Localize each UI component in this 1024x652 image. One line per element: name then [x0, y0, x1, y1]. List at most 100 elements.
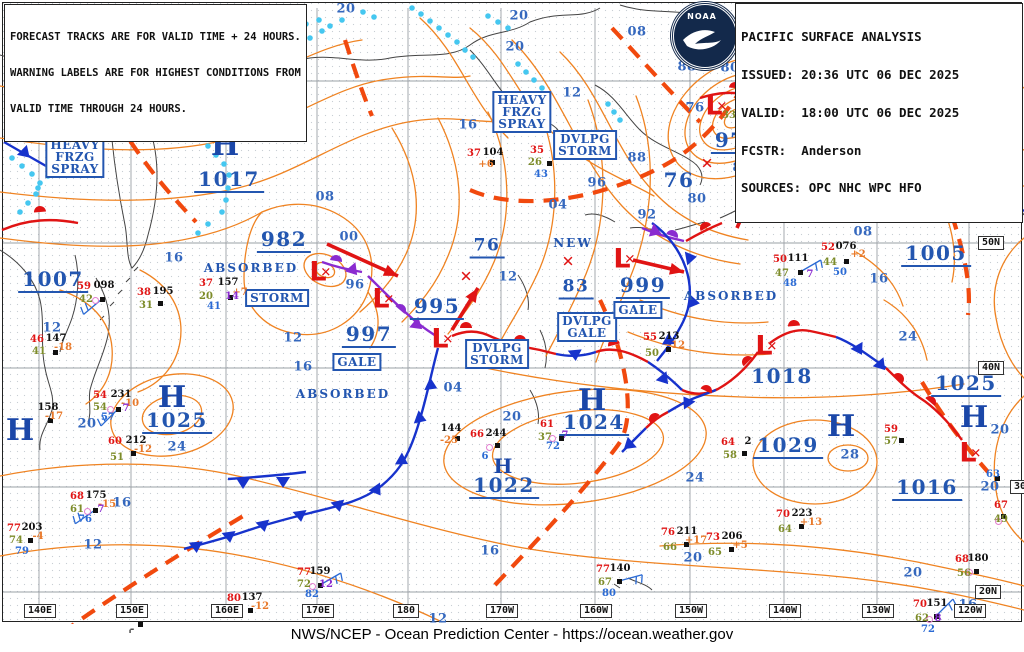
station-value: 20	[199, 291, 213, 302]
low-x-mark: ✕	[320, 265, 332, 281]
valid-line: VALID: 18:00 UTC 06 DEC 2025	[741, 104, 960, 120]
station-value: 66	[663, 542, 677, 553]
longitude-label: 130W	[862, 604, 895, 618]
station-value: 63	[986, 469, 1000, 480]
sources-line: SOURCES: OPC NHC WPC HFO	[741, 180, 922, 196]
hazard-label-line: DVLPG	[560, 132, 610, 146]
isobar-value-label: 24	[167, 439, 187, 455]
station-value: 48	[783, 278, 797, 289]
low-x-mark: ✕	[624, 252, 636, 268]
pressure-label: 1025	[931, 373, 1001, 397]
low-symbol: L✕	[755, 330, 778, 362]
station-symbol	[53, 350, 58, 355]
station-value: 098	[93, 280, 115, 291]
station-sky-circle	[107, 406, 114, 413]
station-value: 61	[70, 504, 84, 515]
station-value: 80	[227, 593, 241, 604]
station-value: 43	[534, 169, 548, 180]
station-value: 151	[926, 598, 948, 609]
low-symbol: L✕	[431, 323, 454, 355]
isobar-value-label: 80	[687, 191, 707, 207]
station-sky-circle	[84, 508, 91, 515]
station-value: 140	[609, 563, 631, 574]
station-symbol	[490, 160, 495, 165]
station-sky-circle	[926, 616, 933, 623]
station-symbol	[455, 436, 460, 441]
station-value: 175	[85, 490, 107, 501]
isobar-value-label: 20	[990, 422, 1010, 438]
station-value: 26	[528, 157, 542, 168]
hazard-label-box: GALE	[332, 353, 382, 371]
station-symbol	[974, 569, 979, 574]
station-value: 65	[708, 547, 722, 558]
isobar-value-label: 96	[345, 277, 365, 293]
latitude-label: 50N	[978, 236, 1005, 250]
station-value: 12	[319, 579, 333, 590]
station-value: 8	[934, 613, 942, 624]
longitude-label: 160E	[211, 604, 244, 618]
position-x-mark: ✕	[459, 267, 473, 286]
low-symbol: L✕	[959, 437, 982, 469]
station-sky-circle	[966, 569, 973, 576]
station-value: -15	[97, 499, 117, 510]
hazard-label-line: HEAVY	[50, 138, 100, 152]
station-value: 33	[722, 110, 736, 121]
station-value: 77	[596, 564, 610, 575]
low-symbol: L✕	[613, 243, 636, 275]
pressure-label: 995	[409, 296, 465, 320]
station-value: 55	[643, 332, 657, 343]
hazard-label-line: STORM	[250, 291, 304, 305]
disclaimer-line: FORECAST TRACKS ARE FOR VALID TIME + 24 …	[10, 31, 301, 43]
station-value: 74	[9, 535, 23, 546]
station-value: 213	[658, 331, 680, 342]
hazard-label-box: DVLPG STORM	[465, 339, 529, 369]
station-value: 52	[821, 242, 835, 253]
station-sky-circle	[92, 297, 99, 304]
station-value: 46	[30, 334, 44, 345]
station-symbol	[899, 438, 904, 443]
station-value: 158	[37, 402, 59, 413]
station-value: 50	[773, 254, 787, 265]
pressure-label: 999	[615, 275, 671, 299]
map-border	[2, 2, 1022, 622]
hazard-label-box: DVLPG STORM	[553, 130, 617, 160]
hazard-label-line: GALE	[337, 355, 377, 369]
low-symbol: L✕	[372, 283, 395, 315]
pressure-label: 1029	[753, 435, 823, 459]
low-x-mark: ✕	[716, 99, 728, 115]
hazard-label-line: DVLPG	[562, 314, 612, 328]
station-value: 231	[110, 389, 132, 400]
station-value: 76	[78, 514, 92, 525]
station-symbol	[844, 259, 849, 264]
hazard-label-line: STORM	[470, 353, 524, 367]
station-value: 54	[93, 402, 107, 413]
station-sky-circle	[486, 444, 493, 451]
high-symbol: H	[826, 409, 856, 444]
isobar-value-label: 92	[637, 207, 657, 223]
pressure-label: 982	[256, 229, 312, 253]
pressure-label: 997	[341, 324, 397, 348]
low-symbol: L✕	[309, 256, 332, 288]
longitude-label: 120W	[954, 604, 987, 618]
hazard-label-box: HEAVY FRZG SPRAY	[492, 91, 552, 133]
station-value: 076	[835, 241, 857, 252]
station-sky-circle	[549, 435, 556, 442]
station-symbol	[131, 451, 136, 456]
isobar-value-label: 20	[505, 39, 525, 55]
station-symbol	[617, 579, 622, 584]
noaa-seagull-icon	[683, 30, 721, 50]
isobar-value-label: 04	[548, 197, 568, 213]
forecaster-line: FCSTR: Anderson	[741, 142, 862, 158]
station-value: 6	[481, 451, 489, 462]
station-symbol	[248, 608, 253, 613]
annotation-label: ABSORBED	[683, 289, 779, 303]
station-value: 42	[79, 294, 93, 305]
station-value: 73	[706, 532, 720, 543]
isobar-value-label: 16	[112, 495, 132, 511]
isobar-value-label: 12	[562, 85, 582, 101]
pressure-label: 76	[663, 168, 695, 192]
map-canvas: 20 20 12 08 16 08 16 12 20 16 12 00 96 12 16 04 12 20 12 16…	[0, 0, 1024, 635]
station-value: 44	[823, 257, 837, 268]
chart-title: PACIFIC SURFACE ANALYSIS	[741, 29, 922, 45]
station-value: -12	[250, 601, 270, 612]
